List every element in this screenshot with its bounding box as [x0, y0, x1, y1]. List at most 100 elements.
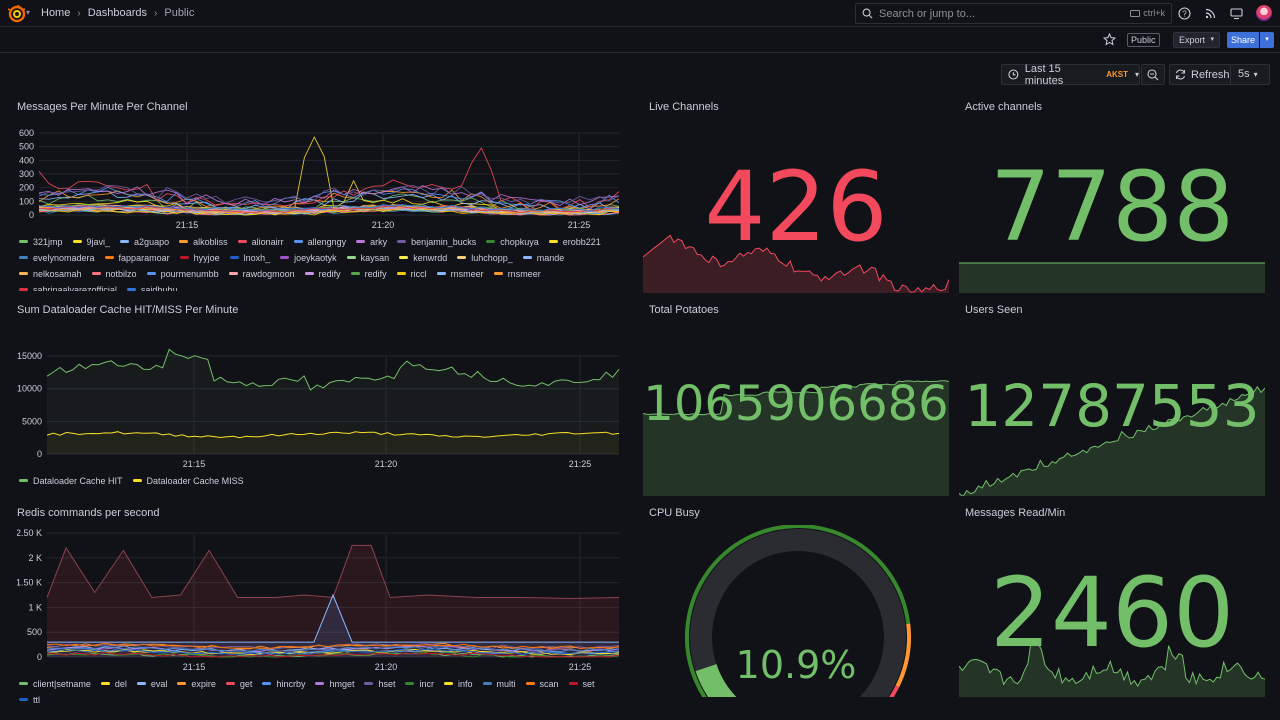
legend-item[interactable]: ttl	[19, 694, 40, 705]
zoom-out-button[interactable]	[1141, 64, 1165, 85]
legend-item[interactable]: notbilzo	[91, 268, 137, 279]
legend-item[interactable]: info	[444, 678, 473, 689]
sparkline-line	[643, 380, 949, 416]
star-icon[interactable]	[1103, 33, 1116, 46]
legend-item[interactable]: multi	[482, 678, 516, 689]
legend-item[interactable]: luhchopp_	[457, 252, 513, 263]
legend-label: benjamin_bucks	[411, 236, 477, 247]
time-range-picker[interactable]: Last 15 minutes AKST ▾	[1001, 63, 1140, 87]
panel-title[interactable]: Messages Read/Min	[965, 507, 1066, 519]
legend-item[interactable]: Dataloader Cache MISS	[132, 475, 244, 486]
y-tick-label: 200	[19, 183, 34, 193]
search-input[interactable]: Search or jump to... ctrl+k	[855, 3, 1172, 24]
panel-title[interactable]: CPU Busy	[649, 507, 700, 519]
legend-item[interactable]: erobb221	[548, 236, 601, 247]
y-tick-label: 300	[19, 169, 34, 179]
legend-item[interactable]: 9javi_	[72, 236, 110, 247]
legend-label: hset	[378, 678, 396, 689]
panel-title[interactable]: Redis commands per second	[17, 507, 160, 519]
legend-item[interactable]: sabrinaalvarezofficial	[19, 284, 117, 291]
panel-title[interactable]: Users Seen	[965, 304, 1023, 316]
legend-item[interactable]: saidbubu	[126, 284, 177, 291]
legend-label: mande	[536, 252, 565, 263]
legend-item[interactable]: lnoxh_	[229, 252, 270, 263]
legend-item[interactable]: kaysan	[346, 252, 390, 263]
panel-title[interactable]: Live Channels	[649, 101, 719, 113]
legend-item[interactable]: riccl	[396, 268, 427, 279]
legend-item[interactable]: redify	[350, 268, 387, 279]
legend-item[interactable]: rawdogmoon	[228, 268, 295, 279]
legend-item[interactable]: kenwrdd	[399, 252, 447, 263]
refresh-button[interactable]: Refresh	[1169, 64, 1231, 85]
panel-title[interactable]: Sum Dataloader Cache HIT/MISS Per Minute	[17, 304, 239, 316]
legend-item[interactable]: client|setname	[19, 678, 91, 689]
sparkline-line	[959, 640, 1265, 688]
search-placeholder: Search or jump to...	[879, 7, 975, 20]
user-avatar[interactable]	[1256, 5, 1272, 21]
legend-item[interactable]: alkobliss	[179, 236, 228, 247]
series-line	[38, 205, 620, 213]
legend-item[interactable]: joeykaotyk	[280, 252, 337, 263]
legend-label: nelkosamah	[33, 268, 82, 279]
legend-item[interactable]: 321jmp	[19, 236, 63, 247]
legend-label: set	[582, 678, 595, 689]
legend-item[interactable]: scan	[525, 678, 559, 689]
legend-item[interactable]: mande	[522, 252, 565, 263]
legend-item[interactable]: del	[100, 678, 127, 689]
legend-item[interactable]: get	[225, 678, 252, 689]
panel-title[interactable]: Total Potatoes	[649, 304, 719, 316]
grafana-logo-icon[interactable]	[8, 5, 26, 23]
search-icon	[862, 8, 873, 19]
menu-chevron-down-icon[interactable]: ▾	[26, 8, 31, 17]
legend-item[interactable]: Dataloader Cache HIT	[19, 475, 123, 486]
legend-item[interactable]: set	[568, 678, 595, 689]
legend-swatch	[132, 479, 142, 482]
legend-item[interactable]: hyyjoe	[179, 252, 220, 263]
breadcrumb-separator-icon: ›	[77, 7, 81, 19]
redis-commands-chart[interactable]: 2.50 K 2 K 1.50 K 1 K 500 0 21:15 21:20 21:25	[17, 527, 629, 673]
legend-item[interactable]: fapparamoar	[104, 252, 170, 263]
legend-item[interactable]: hmget	[315, 678, 354, 689]
kiosk-monitor-icon[interactable]	[1230, 7, 1243, 20]
hincrby-area	[47, 595, 619, 657]
panel-title[interactable]: Messages Per Minute Per Channel	[17, 101, 188, 113]
panel-title[interactable]: Active channels	[965, 101, 1043, 113]
legend-item[interactable]: pourmenumbb	[146, 268, 219, 279]
legend-item[interactable]: redify	[304, 268, 341, 279]
legend-item[interactable]: hincrby	[262, 678, 305, 689]
y-tick-label: 500	[27, 627, 42, 637]
legend-item[interactable]: nelkosamah	[19, 268, 82, 279]
legend-item[interactable]: allengngy	[293, 236, 346, 247]
legend-item[interactable]: rnsmeer	[493, 268, 541, 279]
x-tick-label: 21:20	[375, 662, 398, 672]
panel-active-channels: Active channels 7788	[959, 101, 1265, 293]
legend-item[interactable]: arky	[356, 236, 387, 247]
legend-item[interactable]: evelynomadera	[19, 252, 95, 263]
breadcrumb-home[interactable]: Home	[41, 7, 71, 19]
dataloader-cache-chart[interactable]: 15000 10000 5000 0 21:15 21:20 21:25	[17, 336, 629, 470]
sparkline-line	[643, 234, 949, 293]
legend-item[interactable]: benjamin_bucks	[397, 236, 476, 247]
refresh-interval-picker[interactable]: 5s ▾	[1231, 64, 1270, 85]
legend-item[interactable]: rnsmeer	[436, 268, 484, 279]
legend-item[interactable]: chopkuya	[486, 236, 539, 247]
series-line	[38, 186, 620, 209]
rss-news-icon[interactable]	[1204, 7, 1217, 20]
messages-per-minute-chart[interactable]: 600 500 400 300 200 100 0 21:15 21:20 21:25	[17, 125, 629, 235]
legend-label: kaysan	[360, 252, 390, 263]
legend-item[interactable]: a2guapo	[120, 236, 169, 247]
legend-item[interactable]: incr	[405, 678, 434, 689]
legend-label: Dataloader Cache HIT	[33, 475, 123, 486]
help-icon[interactable]: ?	[1178, 7, 1191, 20]
legend-item[interactable]: eval	[136, 678, 167, 689]
share-options-chevron-down-icon[interactable]: ▾	[1260, 32, 1274, 48]
legend-swatch	[228, 272, 238, 275]
share-button[interactable]: Share	[1227, 32, 1259, 48]
export-button[interactable]: Export ▾	[1173, 32, 1220, 48]
breadcrumb-dashboards[interactable]: Dashboards	[87, 7, 148, 19]
legend-item[interactable]: expire	[177, 678, 216, 689]
total-potatoes-value: 1065906686	[643, 376, 949, 432]
legend-item[interactable]: alionairr	[237, 236, 284, 247]
users-seen-sparkline	[959, 385, 1265, 496]
legend-item[interactable]: hset	[364, 678, 395, 689]
